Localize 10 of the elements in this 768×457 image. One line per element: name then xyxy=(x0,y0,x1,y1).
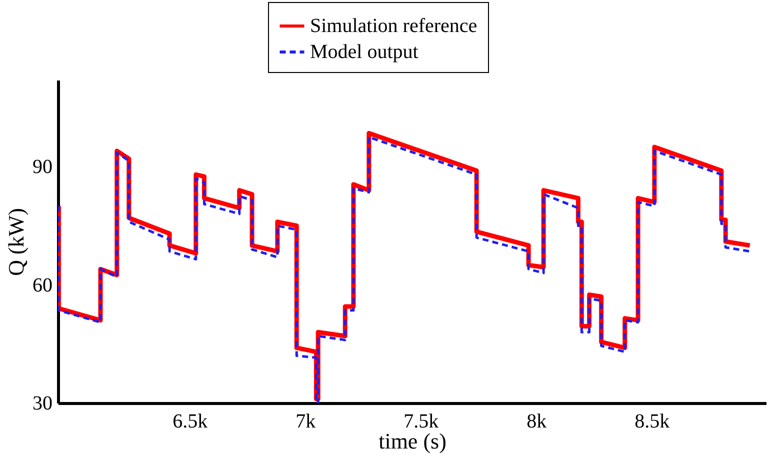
legend-label: Simulation reference xyxy=(310,15,478,37)
legend-label: Model output xyxy=(310,41,419,63)
x-tick-label: 6.5k xyxy=(172,410,208,432)
x-tick-label: 7k xyxy=(296,410,316,432)
y-tick-label: 30 xyxy=(32,392,52,414)
y-tick-label: 90 xyxy=(32,156,52,178)
y-axis-title: Q (kW) xyxy=(4,208,28,276)
y-tick-label: 60 xyxy=(32,274,52,296)
x-tick-label: 8.5k xyxy=(634,410,670,432)
x-tick-label: 8k xyxy=(526,410,547,432)
